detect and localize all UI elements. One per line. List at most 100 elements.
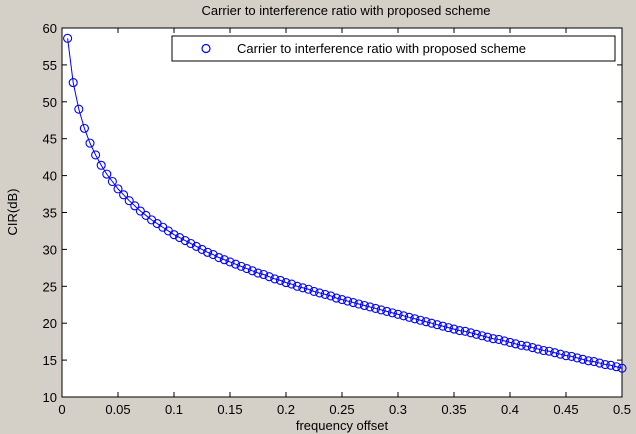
data-point	[527, 342, 537, 353]
data-point	[600, 359, 610, 370]
data-point	[583, 356, 593, 366]
axis-ticks: 0 0.05 0.1 0.15 0.2 0.25 0.3 0.35 0.4 0.45 0.5 10 15…	[43, 21, 632, 417]
data-point	[376, 305, 386, 315]
data-point	[606, 360, 616, 370]
data-point	[231, 259, 241, 269]
data-point	[443, 323, 453, 333]
x-tick-label: 0.45	[553, 402, 578, 417]
data-point	[270, 274, 280, 284]
data-point	[399, 311, 409, 321]
chart-title: Carrier to interference ratio with propo…	[201, 3, 490, 18]
data-point	[421, 317, 431, 327]
data-point	[275, 275, 285, 285]
data-point	[555, 349, 565, 359]
data-point	[522, 341, 532, 351]
data-point	[589, 357, 599, 367]
data-point	[180, 235, 190, 246]
plot-area	[61, 27, 623, 398]
data-point	[516, 340, 526, 350]
legend-box	[171, 35, 616, 62]
data-point	[303, 284, 313, 294]
data-point	[219, 255, 229, 265]
data-point	[544, 346, 554, 356]
data-point	[455, 326, 465, 336]
data-point	[326, 291, 336, 301]
series-layer	[63, 33, 627, 373]
data-point	[74, 104, 84, 114]
data-point	[208, 250, 218, 260]
data-point	[432, 320, 442, 330]
data-point	[169, 230, 179, 240]
data-point	[197, 244, 207, 254]
data-point	[141, 210, 151, 220]
data-point	[410, 314, 420, 324]
data-point	[393, 309, 403, 319]
data-point	[292, 281, 302, 291]
data-point	[259, 269, 269, 280]
data-point	[253, 268, 263, 278]
data-point	[225, 257, 235, 267]
data-point	[236, 261, 246, 271]
data-point	[471, 329, 481, 339]
data-point	[572, 353, 582, 363]
data-point	[427, 318, 437, 328]
y-tick-label: 40	[43, 169, 57, 184]
y-tick-label: 60	[43, 21, 57, 36]
data-point	[483, 332, 493, 342]
data-point	[79, 123, 89, 133]
data-point	[85, 138, 95, 148]
x-tick-label: 0.5	[613, 402, 631, 417]
data-point	[466, 328, 476, 338]
y-tick-label: 15	[43, 353, 57, 368]
data-point	[348, 297, 358, 308]
data-point	[91, 150, 101, 160]
data-point	[595, 358, 605, 368]
data-point	[320, 289, 330, 299]
y-tick-label: 30	[43, 242, 57, 257]
series-line	[67, 38, 623, 369]
data-point	[68, 78, 78, 88]
data-point	[287, 279, 297, 289]
data-point	[460, 326, 470, 336]
data-point	[511, 339, 521, 349]
data-point	[550, 348, 560, 358]
x-tick-label: 0.2	[277, 402, 295, 417]
data-point	[214, 252, 224, 263]
data-point	[242, 264, 252, 274]
data-point	[186, 238, 196, 249]
data-point	[247, 266, 257, 276]
data-point	[130, 201, 140, 211]
data-point	[438, 321, 448, 331]
y-tick-label: 20	[43, 316, 57, 331]
data-point	[499, 336, 509, 346]
x-axis-label: frequency offset	[296, 418, 389, 433]
data-point	[477, 331, 487, 341]
data-point	[365, 302, 375, 312]
x-tick-label: 0.15	[217, 402, 242, 417]
data-point	[107, 176, 117, 187]
x-tick-label: 0.25	[329, 402, 354, 417]
data-point	[315, 288, 325, 298]
data-point	[387, 308, 397, 318]
data-point	[119, 190, 129, 200]
data-point	[331, 293, 341, 303]
data-point	[533, 344, 543, 354]
x-tick-label: 0.35	[441, 402, 466, 417]
data-point	[343, 296, 353, 306]
x-tick-label: 0	[58, 402, 65, 417]
legend-marker-icon	[201, 43, 211, 54]
data-point	[371, 303, 381, 313]
y-tick-label: 35	[43, 206, 57, 221]
data-point	[494, 334, 504, 344]
y-tick-label: 55	[43, 58, 57, 73]
x-tick-label: 0.3	[389, 402, 407, 417]
data-point	[63, 33, 73, 43]
data-point	[96, 160, 106, 170]
data-point	[611, 362, 621, 372]
data-point	[488, 334, 498, 344]
data-point	[617, 363, 627, 373]
y-tick-label: 10	[43, 390, 57, 405]
data-point	[578, 354, 588, 364]
data-point	[561, 351, 571, 361]
data-point	[449, 324, 459, 334]
